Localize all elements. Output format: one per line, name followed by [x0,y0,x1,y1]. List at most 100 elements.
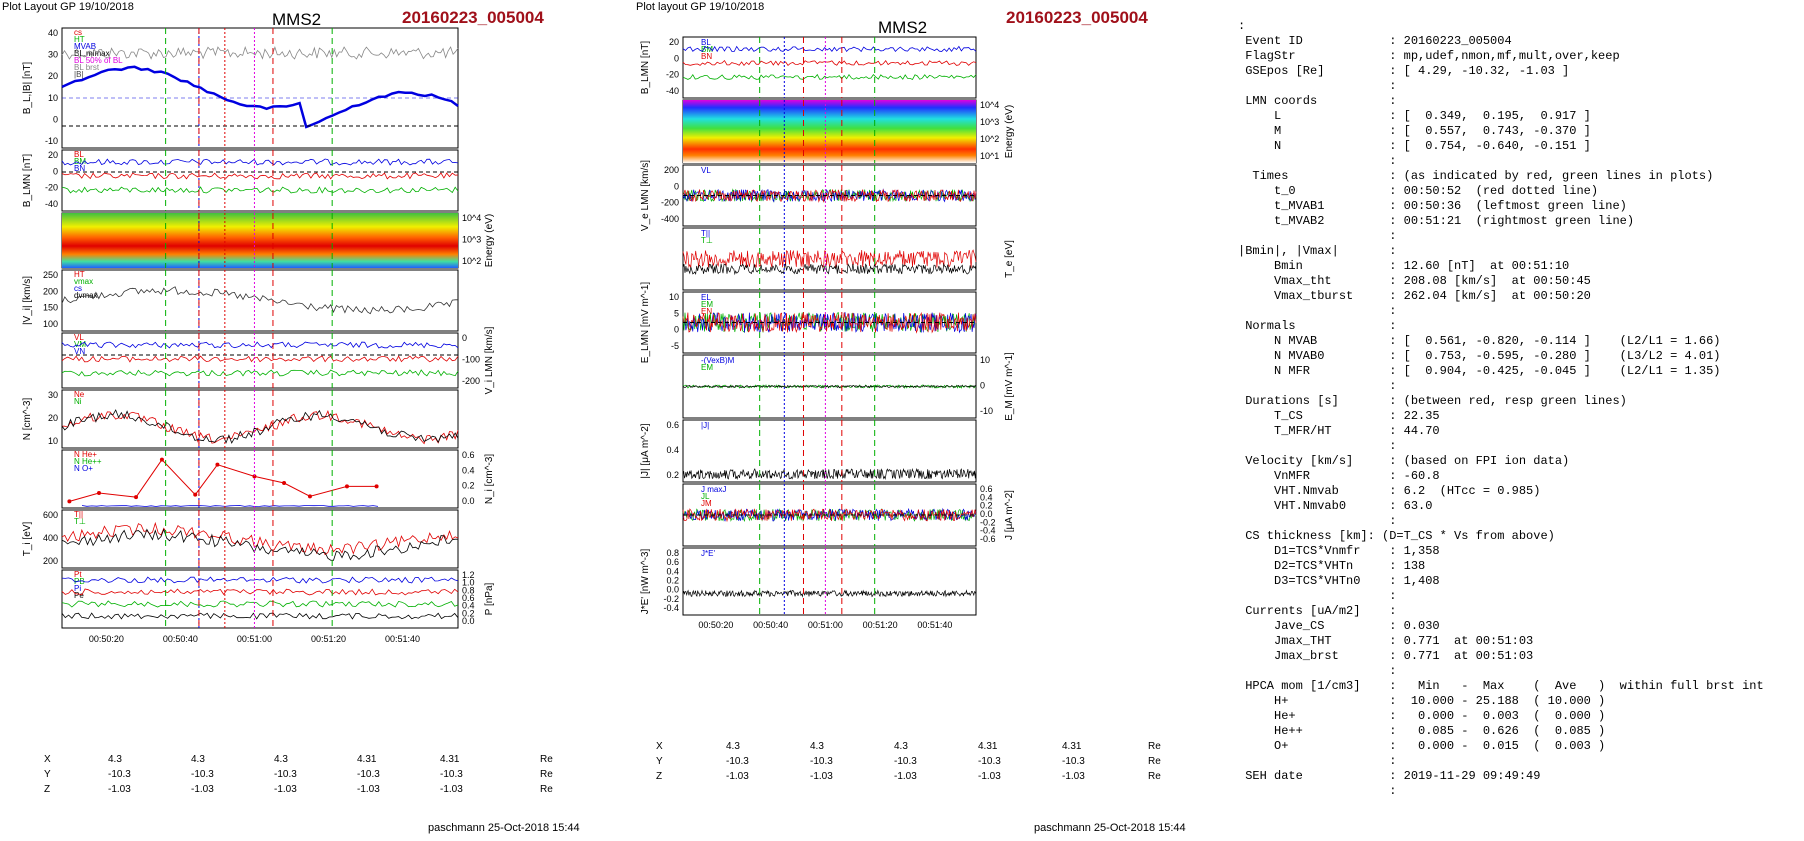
info-line: He++ : 0.085 - 0.626 ( 0.085 ) [1238,724,1606,738]
y-axis-label: J*E' [nW m^-3] [640,549,651,615]
y-tick-label: 10 [48,93,58,103]
y-tick-label: 10^3 [462,235,481,245]
mid-footer: paschmann 25-Oct-2018 15:44 [1034,822,1186,834]
y-tick-label: 0.6 [462,593,475,603]
legend-entry: N He+ [74,450,97,459]
temperature-line [61,528,458,561]
component-line [682,73,977,81]
o-plus-line [81,505,379,507]
info-line: Event ID : 20160223_005004 [1238,34,1512,48]
legend-entry: cs [74,28,82,37]
position-value: -1.03 [440,784,463,795]
temperature-line [61,521,459,556]
panel-frame [61,332,459,389]
y-tick-label: 10 [980,355,990,365]
component-line [682,508,977,523]
position-row-label: Y [44,769,51,780]
y-tick-label: 10^2 [462,256,481,266]
time-tick-label: 00:51:20 [311,634,346,644]
bl-line [61,65,459,129]
legend-entry: EL [701,293,711,302]
y-axis-label: B_L,|B| [nT] [22,62,33,115]
y-tick-label: 1.0 [462,578,475,588]
y-tick-label: 30 [48,390,58,400]
pressure-line [61,600,459,608]
info-line: LMN coords : [1238,94,1397,108]
y-tick-label: 200 [664,165,679,175]
y-axis-label: B_LMN [nT] [640,41,651,95]
y-tick-label: 150 [43,303,58,313]
info-line: Durations [s] : (between red, resp green… [1238,394,1627,408]
pressure-line [61,588,459,596]
y-tick-label: 10^2 [980,134,999,144]
legend-entry: |B| [74,70,84,79]
legend-entry: JL [701,492,710,501]
legend-entry: HT [74,270,85,279]
y-axis-label: E_LMN [mV m^-1] [640,282,651,364]
legend-entry: dvmax [74,291,98,300]
info-line: : [1238,664,1397,678]
y-tick-label: 0.4 [980,492,993,502]
vexb-line [682,384,977,389]
y-tick-label: 0.2 [666,470,679,480]
info-line: T_CS : 22.35 [1238,409,1440,423]
position-value: 4.31 [357,754,377,765]
legend-entry: MVAB [74,42,96,51]
info-line: D2=TCS*VHTn : 138 [1238,559,1426,573]
time-tick-label: 00:50:20 [89,634,124,644]
te-perp-line [682,262,977,276]
y-tick-label: 1.2 [462,570,475,580]
component-line [61,369,459,377]
he-plus-plus-point [252,474,257,479]
y-tick-label: 20 [669,37,679,47]
info-line: N : [ 0.754, -0.640, -0.151 ] [1238,139,1591,153]
legend-entry: BL 50% of BL [74,56,123,65]
he-plus-plus-point [282,481,287,485]
position-value: -1.03 [810,771,833,782]
left-panel-7: 600 400 200 T_i [eV] T||T⊥ [22,509,459,569]
position-value: 4.3 [894,741,908,752]
info-line: Vmax_tht : 208.08 [km/s] at 00:50:45 [1238,274,1591,288]
legend-entry: EM [701,363,713,372]
legend-entry: T⊥ [74,517,86,526]
legend-entry: VL [701,166,711,175]
time-tick-label: 00:51:40 [385,634,420,644]
info-line: : [1238,154,1397,168]
info-line: T_MFR/HT : 44.70 [1238,424,1440,438]
y-tick-label: 0.6 [462,450,475,460]
position-value: 4.31 [978,741,998,752]
legend-entry: Ne [74,390,85,399]
position-value: -10.3 [108,769,131,780]
position-value: 4.31 [1062,741,1082,752]
y-tick-label: -200 [462,376,480,386]
pressure-line [61,612,459,620]
info-line: Vmax_tburst : 262.04 [km/s] at 00:50:20 [1238,289,1591,303]
y-tick-label: 10^4 [462,213,481,223]
left-event-title: 20160223_005004 [402,8,544,27]
legend-entry: BL brst [74,63,100,72]
y-tick-label: 0.8 [666,548,679,558]
position-value: -10.3 [810,756,833,767]
component-line [682,188,977,203]
y-tick-label: -40 [45,199,58,209]
mid-panel-3: T_e [eV] T||T⊥ [682,227,1015,291]
component-line [682,311,977,333]
position-value: -10.3 [357,769,380,780]
y-tick-label: -0.4 [980,526,996,536]
legend-entry: HT [74,35,85,44]
position-value: -1.03 [191,784,214,795]
y-axis-label: T_e [eV] [1004,240,1015,278]
info-line: : [1238,784,1397,798]
time-tick-label: 00:51:00 [808,620,843,630]
left-spacecraft-title: MMS2 [272,10,322,29]
y-tick-label: 10 [669,292,679,302]
info-line: : [1238,754,1397,768]
position-unit: Re [540,784,553,795]
info-line: Velocity [km/s] : (based on FPI ion data… [1238,454,1570,468]
legend-entry: J*E' [701,549,715,558]
